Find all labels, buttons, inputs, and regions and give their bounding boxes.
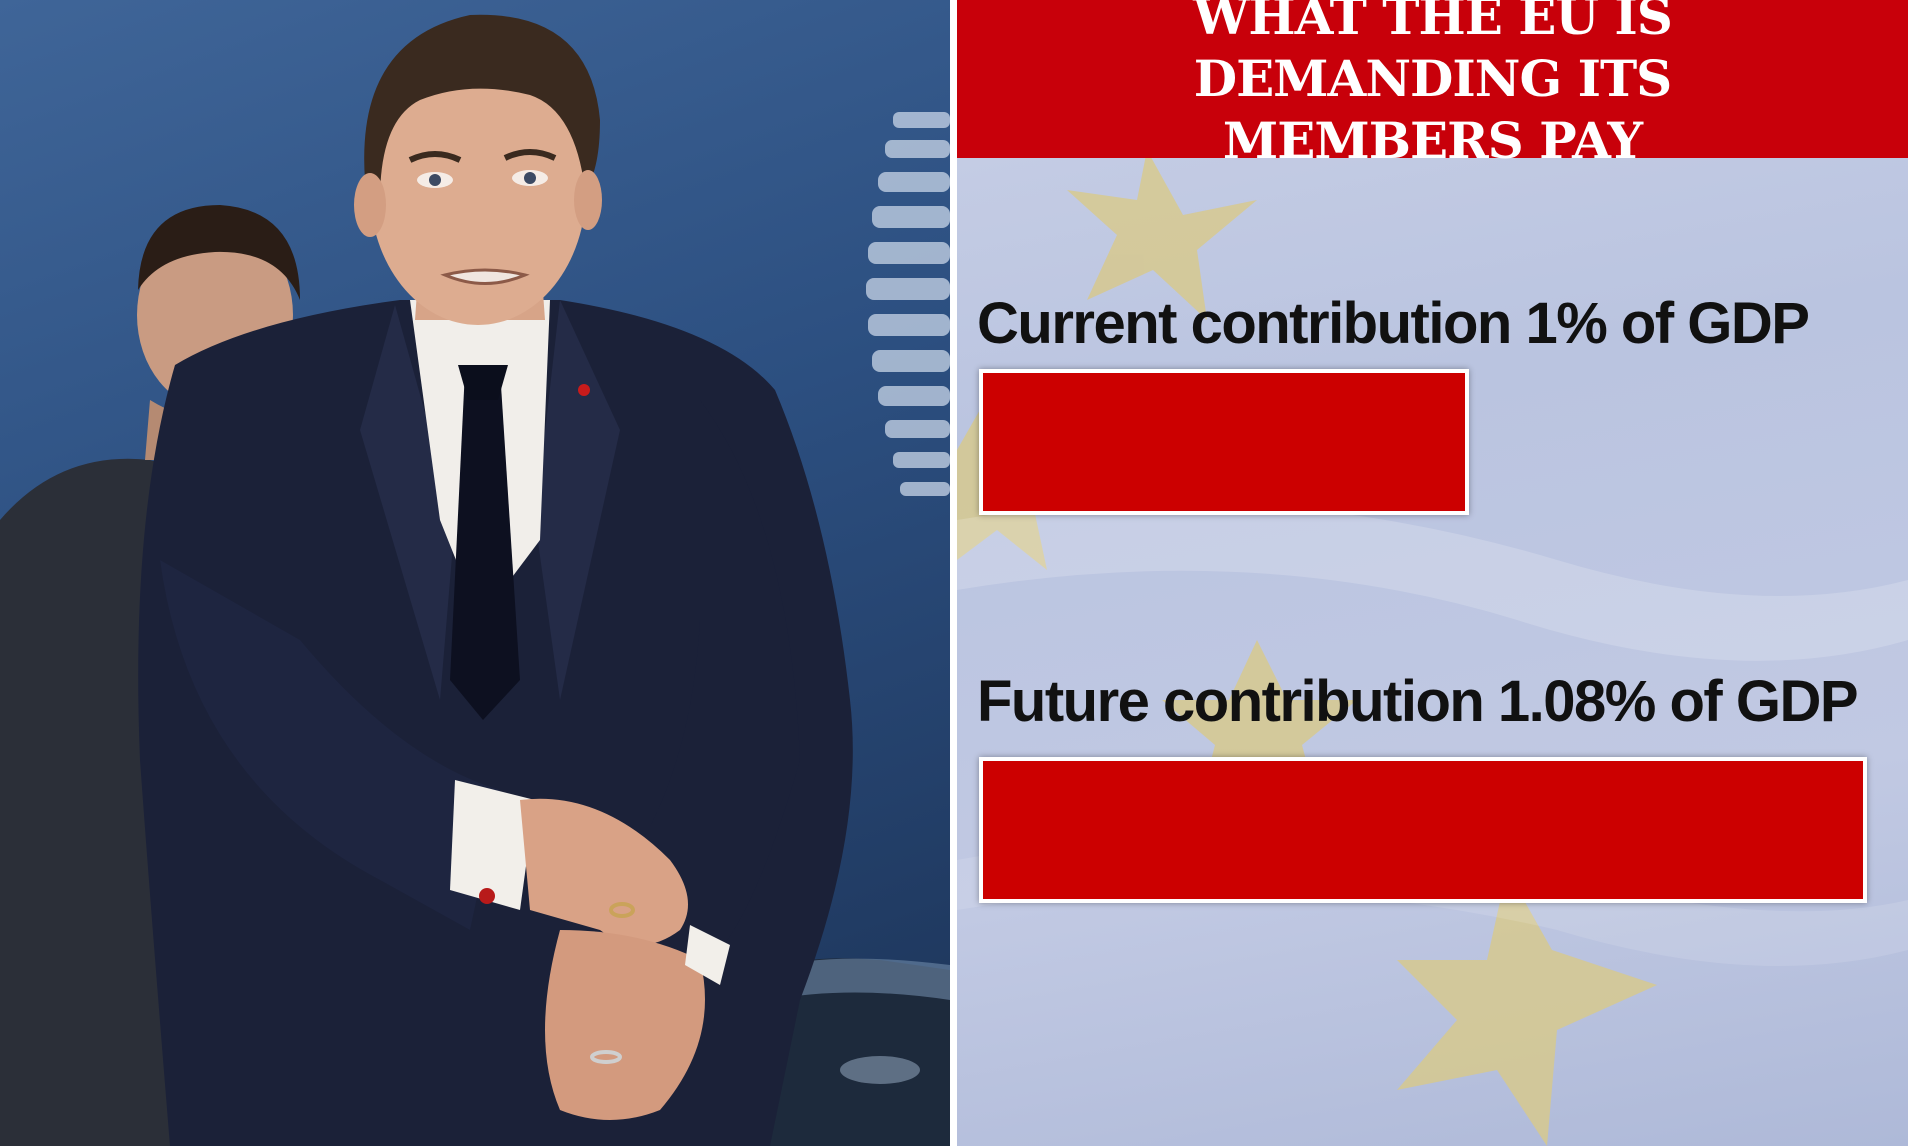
bar-label-future: Future contribution 1.08% of GDP — [977, 669, 1859, 734]
chart-title: WHAT THE EU IS DEMANDING ITS MEMBERS PAY — [1193, 0, 1673, 170]
bar-label-current: Current contribution 1% of GDP — [977, 291, 1810, 356]
background-signage — [866, 112, 950, 496]
flag-star — [1067, 150, 1257, 320]
flag-star — [1397, 870, 1657, 1146]
photo-panel — [0, 0, 950, 1146]
bar-current — [979, 369, 1469, 515]
panel-divider — [950, 0, 957, 1146]
main-person — [138, 14, 853, 1146]
chart-panel: WHAT THE EU IS DEMANDING ITS MEMBERS PAY… — [957, 0, 1908, 1146]
chart-header: WHAT THE EU IS DEMANDING ITS MEMBERS PAY — [957, 0, 1908, 170]
photo-illustration — [0, 14, 950, 1146]
bar-future — [979, 757, 1867, 903]
